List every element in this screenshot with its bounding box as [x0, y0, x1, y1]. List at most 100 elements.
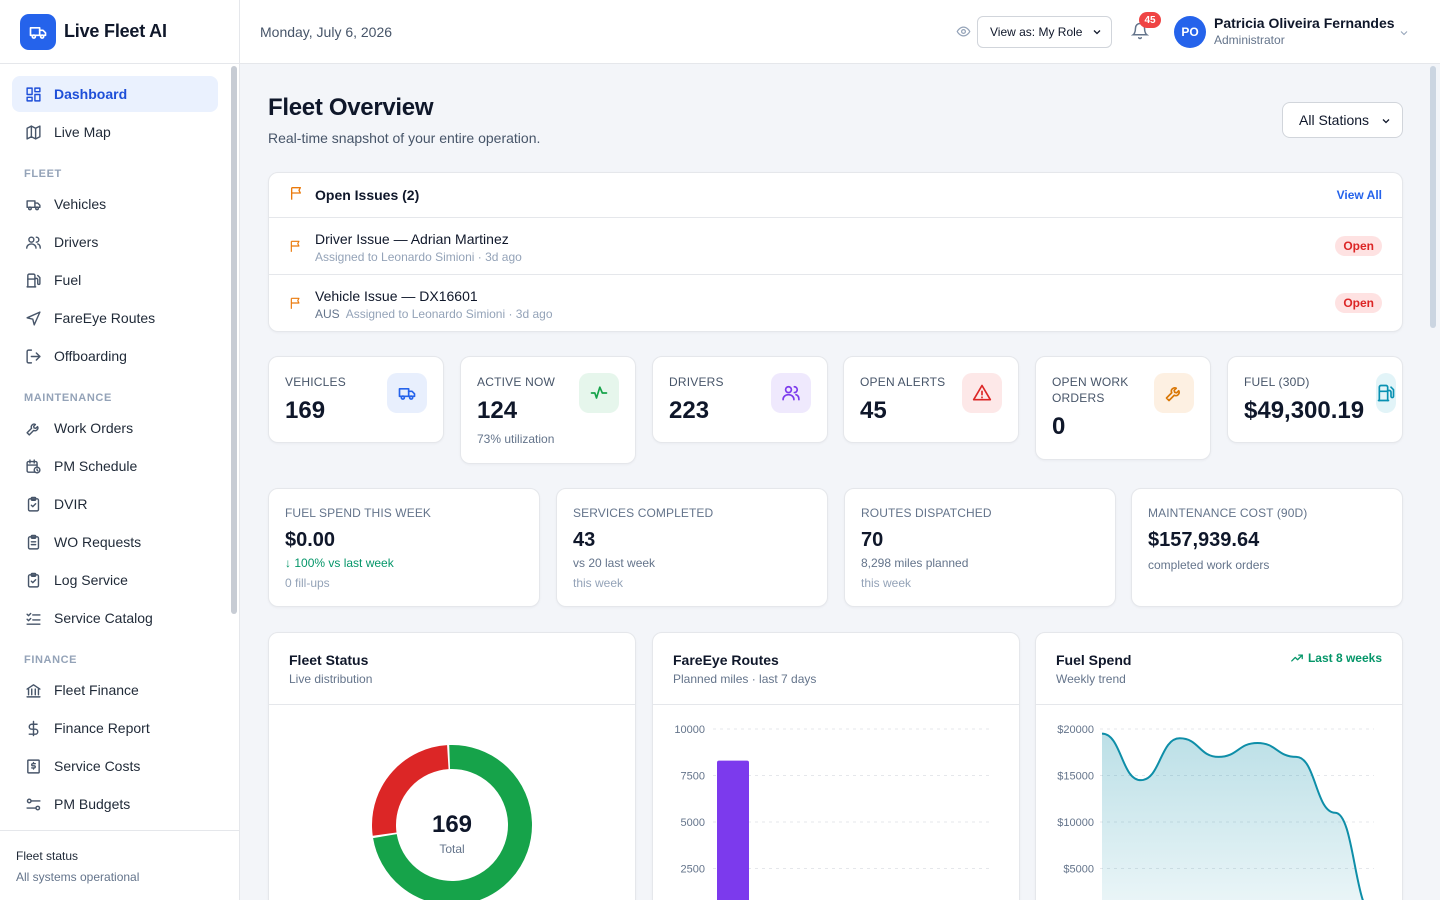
truck-icon: [387, 373, 427, 413]
stat-label: ROUTES DISPATCHED: [861, 506, 992, 520]
stat-label: SERVICES COMPLETED: [573, 506, 714, 520]
sidebar-item-service-catalog[interactable]: Service Catalog: [12, 600, 218, 636]
sidebar-item-pm-budgets[interactable]: PM Budgets: [12, 786, 218, 822]
chart-title: Fleet Status: [289, 652, 369, 668]
trend-indicator: Last 8 weeks: [1290, 651, 1382, 665]
receipt-icon: [24, 757, 42, 775]
sidebar-item-label: Dashboard: [54, 86, 128, 102]
sidebar-item-fareeye-routes[interactable]: FareEye Routes: [12, 300, 218, 336]
sidebar-item-dvir[interactable]: DVIR: [12, 486, 218, 522]
stat-card-maintenance-cost-90d[interactable]: MAINTENANCE COST (90D) $157,939.64 complet…: [1131, 488, 1403, 607]
kpi-card-vehicles[interactable]: VEHICLES 169: [268, 356, 444, 443]
donut-center-label: Total: [439, 842, 464, 856]
station-select[interactable]: All Stations: [1282, 102, 1403, 138]
app-name: Live Fleet AI: [64, 21, 167, 41]
kpi-label: FUEL (30D): [1244, 375, 1310, 389]
kpi-label: DRIVERS: [669, 375, 724, 389]
stat-value: $0.00: [285, 529, 336, 551]
avatar[interactable]: PO: [1174, 16, 1206, 48]
user-name[interactable]: Patricia Oliveira Fernandes: [1214, 15, 1395, 31]
fuel-spend-area-chart: $20000 $15000 $10000 $5000: [1057, 724, 1374, 900]
stat-period: 0 fill-ups: [285, 576, 330, 590]
sidebar-item-service-costs[interactable]: Service Costs: [12, 748, 218, 784]
stat-detail-text: 8,298 miles planned: [861, 556, 969, 570]
fuel-icon: [1376, 373, 1396, 413]
donut-slice-1[interactable]: [372, 745, 532, 900]
view-as-select[interactable]: View as: My Role: [977, 16, 1112, 48]
main-scroll-thumb[interactable]: [1430, 66, 1436, 328]
issue-station-tag: AUS: [315, 307, 340, 321]
stat-detail-text: 100% vs last week: [294, 556, 394, 570]
y-tick-label: 7500: [681, 771, 705, 783]
page-subtitle: Real-time snapshot of your entire operat…: [268, 130, 541, 146]
stat-card-fuel-spend-this-week[interactable]: FUEL SPEND THIS WEEK $0.00 ↓ 100% vs last …: [268, 488, 540, 607]
sidebar-item-pm-schedule[interactable]: PM Schedule: [12, 448, 218, 484]
issue-row[interactable]: Driver Issue — Adrian Martinez Assigned t…: [269, 218, 1402, 275]
bar-0: [717, 760, 749, 900]
sidebar-item-wo-requests[interactable]: WO Requests: [12, 524, 218, 560]
issue-row[interactable]: Vehicle Issue — DX16601 AUS Assigned to Le…: [269, 275, 1402, 332]
main-scrollbar[interactable]: [1429, 64, 1437, 900]
issue-title[interactable]: Driver Issue — Adrian Martinez: [315, 231, 509, 247]
sidebar-scroll-thumb[interactable]: [231, 66, 237, 614]
kpi-card-drivers[interactable]: DRIVERS 223: [652, 356, 828, 443]
stat-card-services-completed[interactable]: SERVICES COMPLETED 43 vs 20 last week this …: [556, 488, 828, 607]
issue-title[interactable]: Vehicle Issue — DX16601: [315, 288, 478, 304]
sidebar-item-vehicles[interactable]: Vehicles: [12, 186, 218, 222]
stat-value: 70: [861, 529, 884, 551]
kpi-card-active-now[interactable]: ACTIVE NOW 124 73% utilization: [460, 356, 636, 464]
chart-header: FareEye Routes Planned miles · last 7 da…: [653, 633, 1019, 705]
chevron-down-icon[interactable]: [1398, 26, 1410, 44]
brand[interactable]: Live Fleet AI: [0, 0, 239, 64]
truck-icon: [24, 195, 42, 213]
status-badge: Open: [1335, 236, 1382, 256]
stat-value: 43: [573, 529, 596, 551]
dashboard-icon: [24, 85, 42, 103]
y-tick-label: $20000: [1057, 724, 1094, 736]
view-as-value: View as: My Role: [990, 25, 1083, 39]
kpi-card-open-work-orders[interactable]: OPEN WORK ORDERS 0: [1035, 356, 1211, 460]
donut-slices: [372, 745, 532, 900]
kpi-card-fuel-30d[interactable]: FUEL (30D) $49,300.19: [1227, 356, 1403, 443]
sidebar-item-dashboard[interactable]: Dashboard: [12, 76, 218, 112]
page-title: Fleet Overview: [268, 94, 434, 121]
sidebar-item-drivers[interactable]: Drivers: [12, 224, 218, 260]
sidebar-scrollbar[interactable]: [230, 64, 238, 830]
donut-slice-0[interactable]: [372, 745, 532, 900]
alert-triangle-icon: [962, 373, 1002, 413]
chart-title: FareEye Routes: [673, 652, 779, 668]
navigation-icon: [24, 309, 42, 327]
sidebar-item-offboarding[interactable]: Offboarding: [12, 338, 218, 374]
y-tick-label: $15000: [1057, 771, 1094, 783]
sidebar-item-log-service[interactable]: Log Service: [12, 562, 218, 598]
sidebar-item-fuel[interactable]: Fuel: [12, 262, 218, 298]
fleet-status-chart-card: Fleet Status Live distribution 169 Total: [268, 632, 636, 900]
user-role: Administrator: [1214, 33, 1285, 47]
sidebar-item-label: Log Service: [54, 572, 128, 588]
flag-icon: [289, 296, 303, 315]
chevron-down-icon: [1380, 114, 1392, 130]
chart-header: Fleet Status Live distribution: [269, 633, 635, 705]
clipboard-check-icon: [24, 571, 42, 589]
stat-card-routes-dispatched[interactable]: ROUTES DISPATCHED 70 8,298 miles planned th…: [844, 488, 1116, 607]
sidebar-item-label: Vehicles: [54, 196, 107, 212]
sidebar-item-fleet-finance[interactable]: Fleet Finance: [12, 672, 218, 708]
stat-detail: completed work orders: [1148, 558, 1269, 572]
sidebar-item-work-orders[interactable]: Work Orders: [12, 410, 218, 446]
station-select-value: All Stations: [1299, 112, 1370, 128]
notification-count-badge: 45: [1139, 12, 1161, 28]
view-all-link[interactable]: View All: [1336, 188, 1382, 202]
calendar-clock-icon: [24, 457, 42, 475]
sidebar-item-finance-report[interactable]: Finance Report: [12, 710, 218, 746]
stat-detail: vs 20 last week: [573, 556, 655, 570]
kpi-label: VEHICLES: [285, 375, 346, 389]
sidebar-item-live-map[interactable]: Live Map: [12, 114, 218, 150]
eye-icon: [956, 24, 971, 44]
kpi-subtext: 73% utilization: [477, 432, 555, 446]
sidebar-item-label: DVIR: [54, 496, 88, 512]
sidebar-item-label: Service Costs: [54, 758, 141, 774]
stat-value: $157,939.64: [1148, 529, 1260, 551]
kpi-label: OPEN ALERTS: [860, 375, 946, 389]
issue-meta: Assigned to Leonardo Simioni · 3d ago: [315, 250, 522, 264]
kpi-card-open-alerts[interactable]: OPEN ALERTS 45: [843, 356, 1019, 443]
